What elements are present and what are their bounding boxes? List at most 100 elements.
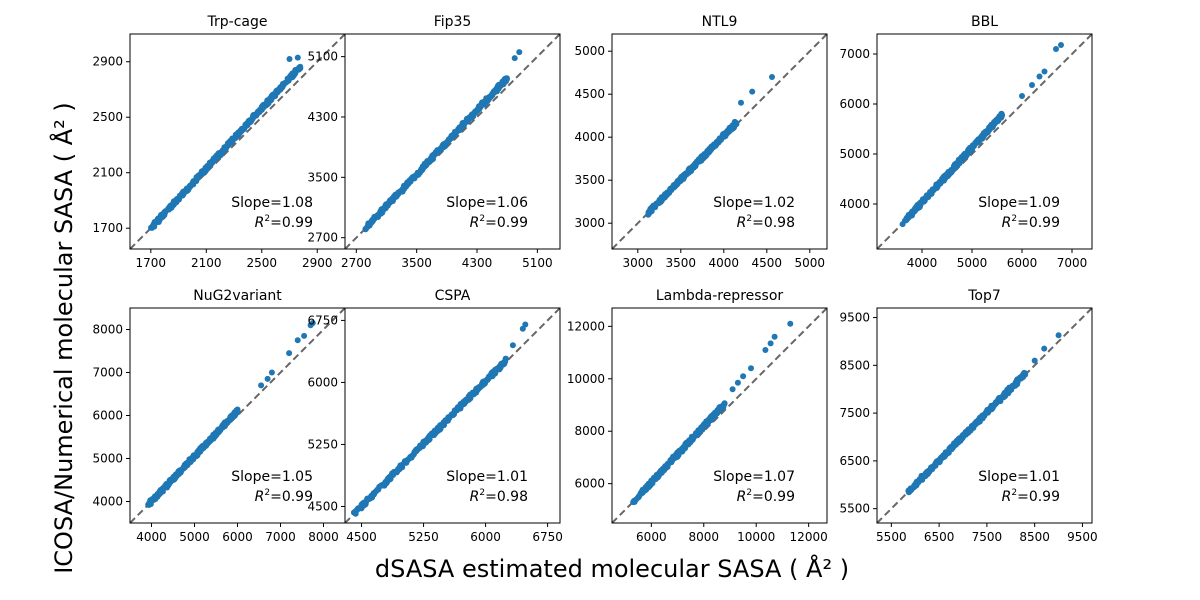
data-point [440,419,447,426]
y-tick-label: 5000 [574,44,605,58]
data-point [229,135,236,142]
data-point [230,411,237,418]
y-tick-label: 10000 [567,372,605,386]
r2-value: =0.99 [1017,489,1060,505]
data-point [458,402,465,409]
data-point [269,92,276,99]
r2-symbol: R [255,489,265,505]
data-point [175,471,182,478]
data-point [393,468,400,475]
r2-value: =0.99 [270,215,313,231]
data-point [655,474,661,481]
data-point [951,164,958,171]
x-tick-label: 5000 [795,256,826,270]
data-point [920,197,926,204]
data-point [215,426,222,433]
y-tick-label: 2500 [92,110,123,124]
plot-area [612,308,827,523]
data-point [285,75,292,82]
data-point [365,496,372,502]
data-point [160,211,167,218]
panel-lambda-repressor: Lambda-repressor 6000 8000 10000 12000 6000 80… [567,288,828,544]
data-point [187,459,194,465]
panel-frame [611,33,828,250]
r2-annotation: R2=0.99 [255,214,313,231]
data-point [154,216,161,223]
r2-annotation: R2=0.99 [470,214,528,231]
x-tick-label: 6500 [924,530,955,544]
slope-annotation: Slope=1.01 [978,469,1060,485]
data-point [922,472,929,479]
data-point [738,99,744,106]
x-tick-label: 5000 [179,530,210,544]
scatter-panels: Trp-cage 1700 2100 2500 2900 1700 2100 2500 2900… [92,14,1097,544]
x-tick-label: 2100 [191,256,222,270]
data-point [787,320,794,327]
slope-annotation: Slope=1.01 [446,469,528,485]
plot-area [612,34,827,249]
panel-trp-cage: Trp-cage 1700 2100 2500 2900 1700 2100 2500 2900… [92,14,346,270]
data-point [511,55,518,62]
data-point [678,173,685,180]
data-point [211,157,218,164]
r2-symbol: R [1002,489,1012,505]
data-point [946,445,953,452]
slope-annotation: Slope=1.08 [231,195,313,211]
data-point [292,70,299,77]
panel-frame [344,33,561,250]
data-point [648,207,654,214]
r2-symbol: R [1002,215,1012,231]
x-tick-label: 6000 [636,530,667,544]
panel-frame [344,307,561,524]
panel-frame [611,307,828,524]
y-tick-label: 6500 [839,454,870,468]
data-point [361,502,368,508]
data-point [224,141,231,148]
data-point [960,431,967,438]
data-point [648,479,655,486]
data-point [183,185,190,192]
y-tick-label: 5100 [307,50,338,64]
x-tick-label: 4500 [752,256,783,270]
data-point [405,179,412,186]
panel-title: Trp-cage [207,14,268,30]
data-point [352,508,359,515]
x-tick-label: 3000 [623,256,654,270]
data-point [211,432,218,438]
data-point [483,95,490,102]
data-point [712,142,719,149]
panel-title: NTL9 [702,14,738,30]
data-point [264,375,271,382]
y-axis-label: ICOSA/Numerical molecular SASA ( Å² ) [49,102,78,574]
data-point [722,131,729,137]
data-point [1029,82,1035,88]
r2-value: =0.99 [1017,215,1060,231]
plot-area [345,308,560,523]
y-tick-label: 3500 [574,173,605,187]
y-tick-label: 12000 [567,319,605,333]
data-point [911,205,918,212]
data-point [670,453,677,460]
data-point [767,340,774,347]
data-point [714,407,721,414]
x-tick-label: 2900 [302,256,333,270]
data-point [658,467,664,474]
r2-exponent: 2 [746,214,752,224]
data-point [254,109,261,116]
panel-frame [876,33,1093,250]
data-point [678,447,685,454]
x-tick-label: 9500 [1067,530,1098,544]
slope-annotation: Slope=1.06 [446,195,528,211]
data-point [956,159,962,166]
data-point [157,489,164,496]
r2-symbol: R [470,215,480,231]
data-point [675,452,682,459]
x-tick-label: 4000 [136,530,167,544]
r2-symbol: R [737,489,747,505]
x-tick-label: 8000 [688,530,719,544]
data-point [974,138,981,145]
x-tick-label: 8000 [308,530,339,544]
data-point [176,192,183,199]
x-tick-label: 4500 [346,530,377,544]
x-tick-label: 3500 [666,256,697,270]
